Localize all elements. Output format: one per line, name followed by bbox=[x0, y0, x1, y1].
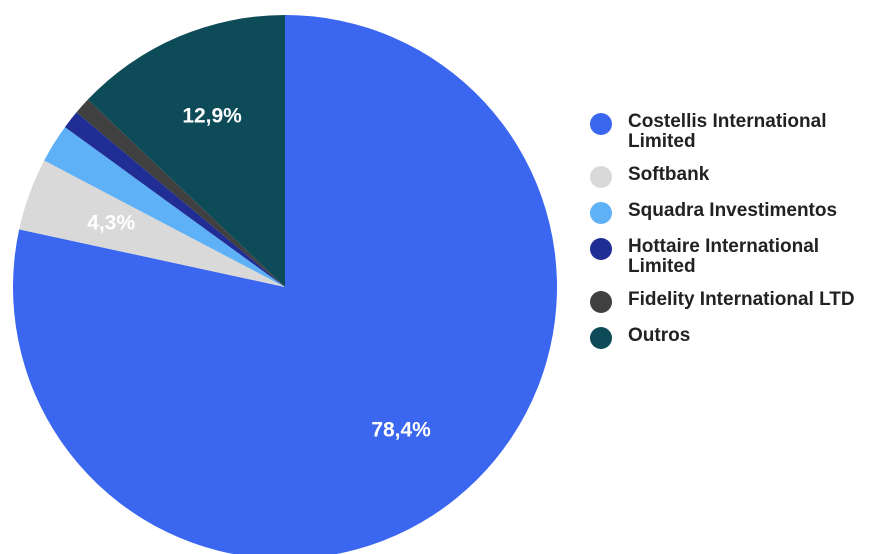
legend-item-outros: Outros bbox=[590, 326, 891, 349]
legend-swatch bbox=[590, 202, 612, 224]
legend-item-softbank: Softbank bbox=[590, 165, 891, 188]
legend-label: Hottaire International Limited bbox=[628, 236, 820, 277]
legend-item-fidelity-international-ltd: Fidelity International LTD bbox=[590, 290, 891, 313]
pie-slice-softbank bbox=[19, 160, 286, 287]
legend-label: Outros bbox=[628, 325, 691, 346]
pie-slice-outros bbox=[87, 14, 285, 287]
legend-swatch bbox=[590, 291, 612, 313]
legend-item-squadra-investimentos: Squadra Investimentos bbox=[590, 201, 891, 224]
legend-label: Squadra Investimentos bbox=[628, 200, 838, 221]
legend-label: Softbank bbox=[628, 164, 710, 185]
data-label-softbank: 4,3% bbox=[87, 211, 135, 234]
legend-swatch bbox=[590, 238, 612, 260]
pie-slice-fidelity-international-ltd bbox=[76, 99, 285, 287]
legend-label: Fidelity International LTD bbox=[628, 289, 855, 310]
pie-slice-costellis-international-limited bbox=[13, 15, 557, 554]
legend-item-hottaire-international-limited: Hottaire International Limited bbox=[590, 237, 891, 277]
chart-legend: Costellis International Limited Softbank S… bbox=[590, 112, 891, 362]
pie-slice-squadra-investimentos bbox=[44, 127, 285, 288]
legend-label: Costellis International Limited bbox=[628, 111, 827, 152]
data-label-costellis-international-limited: 78,4% bbox=[371, 419, 431, 442]
legend-swatch bbox=[590, 113, 612, 135]
legend-item-costellis-international-limited: Costellis International Limited bbox=[590, 112, 891, 152]
pie-slice-hottaire-international-limited bbox=[64, 112, 285, 287]
legend-swatch bbox=[590, 327, 612, 349]
data-label-outros: 12,9% bbox=[182, 105, 242, 128]
legend-swatch bbox=[590, 166, 612, 188]
